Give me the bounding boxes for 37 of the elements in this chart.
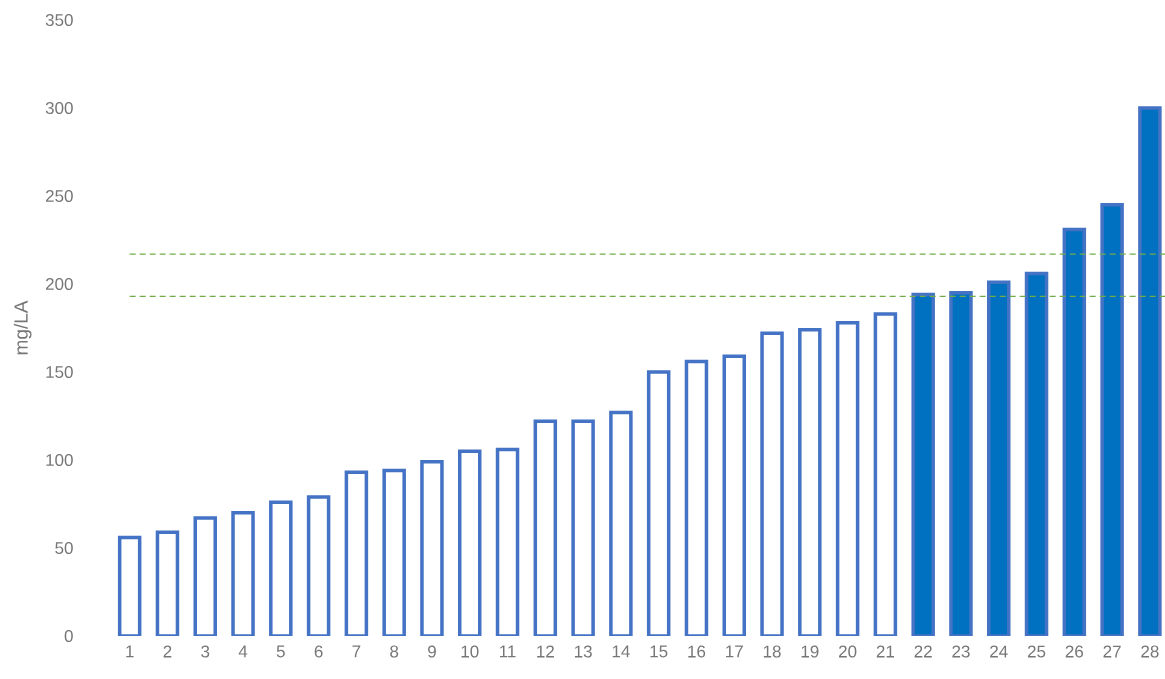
x-tick-label: 10 [461, 645, 479, 658]
x-tick-label: 24 [990, 645, 1008, 658]
x-tick-label: 20 [839, 645, 857, 658]
x-tick-label: 25 [1027, 645, 1046, 658]
x-tick-label: 1 [126, 645, 134, 658]
x-tick-label: 18 [763, 645, 781, 658]
x-tick-label: 3 [201, 645, 210, 658]
y-tick-label: 250 [45, 189, 73, 203]
x-tick-label: 17 [726, 645, 743, 658]
x-tick-label: 22 [914, 645, 932, 658]
y-tick-label: 0 [64, 629, 73, 643]
x-tick-label: 14 [612, 645, 630, 658]
x-tick-label: 23 [952, 645, 970, 658]
x-tick-label: 27 [1103, 645, 1121, 658]
x-tick-label: 12 [537, 645, 554, 658]
y-axis-title: mg/LA [13, 300, 32, 355]
x-tick-label: 11 [500, 645, 516, 658]
x-tick-label: 4 [238, 645, 248, 658]
x-tick-label: 6 [314, 645, 323, 658]
x-tick-label: 15 [650, 645, 668, 658]
y-tick-label: 300 [45, 101, 73, 115]
y-tick-label: 150 [46, 365, 73, 379]
x-tick-label: 8 [390, 645, 399, 658]
x-tick-label: 13 [574, 645, 592, 658]
y-tick-label: 100 [46, 453, 73, 467]
y-tick-label: 350 [45, 13, 73, 27]
x-tick-label: 21 [876, 645, 895, 658]
x-tick-label: 7 [352, 645, 361, 658]
x-tick-label: 16 [688, 645, 706, 658]
y-tick-label: 200 [45, 277, 73, 291]
x-tick-label: 28 [1141, 645, 1159, 658]
x-tick-label: 5 [276, 645, 285, 658]
x-tick-label: 9 [428, 645, 436, 658]
x-tick-label: 19 [801, 645, 819, 658]
x-tick-label: 26 [1065, 645, 1084, 658]
x-tick-label: 2 [163, 645, 172, 658]
y-tick-label: 50 [55, 541, 73, 555]
